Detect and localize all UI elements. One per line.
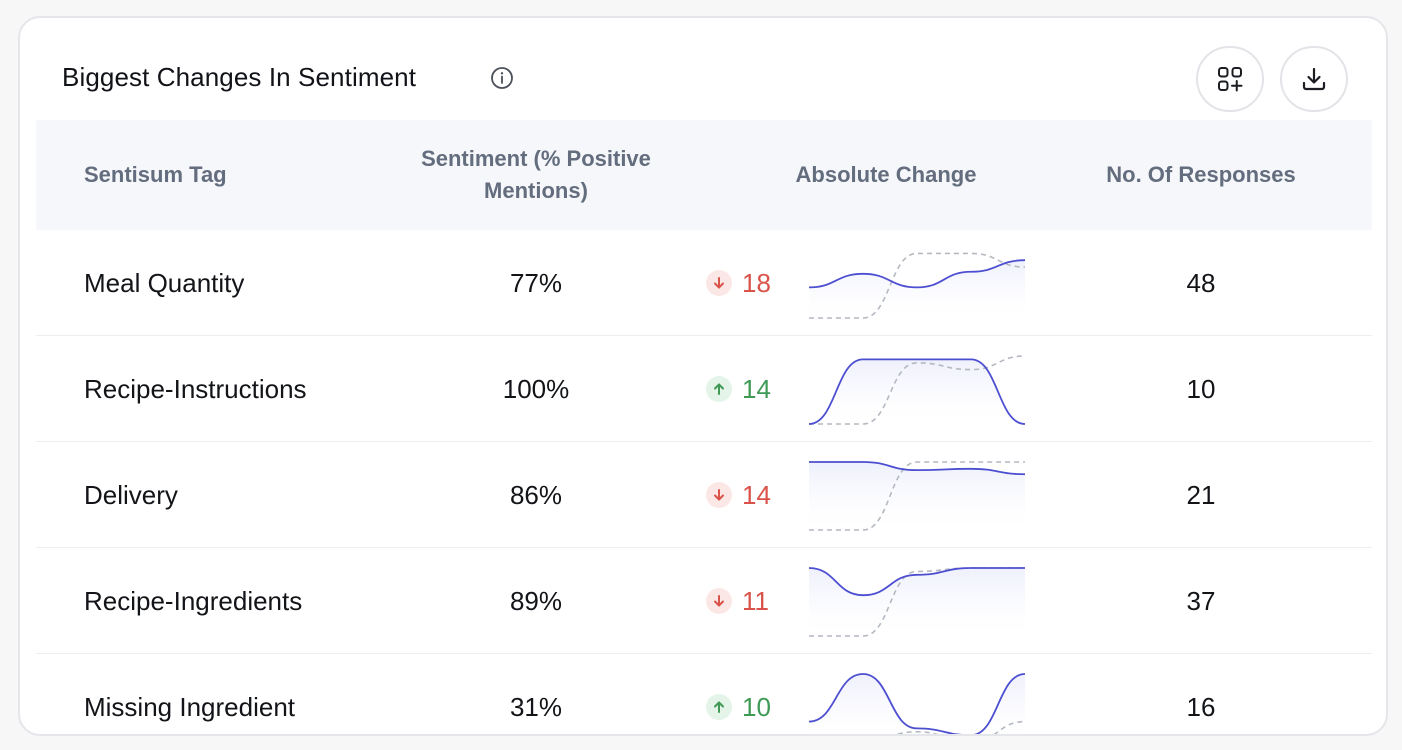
add-widget-icon xyxy=(1218,67,1243,92)
sparkline-current-period xyxy=(808,358,1026,425)
sentiment-value: 100% xyxy=(502,373,570,404)
sparkline-current-period xyxy=(808,259,1026,289)
column-header-sentiment[interactable]: Sentiment (% Positive Mentions) xyxy=(421,146,651,203)
sentiment-sparkline xyxy=(808,673,1026,734)
table-row[interactable]: Recipe-Instructions 100% 14 10 xyxy=(36,336,1372,442)
tag-name: Recipe-Ingredients xyxy=(84,585,303,616)
sentiment-sparkline xyxy=(809,461,1026,534)
sparkline-previous-period xyxy=(895,720,1026,734)
absolute-change: 18 xyxy=(706,230,796,336)
tag-name: Recipe-Instructions xyxy=(84,373,307,404)
sparkline-previous-period xyxy=(809,355,1026,425)
responses-count: 16 xyxy=(1186,691,1216,722)
arrow-down-icon xyxy=(706,270,732,296)
sparkline-previous-period xyxy=(809,461,1025,531)
table-row[interactable]: Delivery 86% 14 21 xyxy=(36,442,1372,548)
download-button[interactable] xyxy=(1280,46,1348,112)
table-row[interactable]: Missing Ingredient 31% 10 16 xyxy=(36,654,1372,734)
column-header-absolute-change[interactable]: Absolute Change xyxy=(795,162,977,187)
arrow-down-icon xyxy=(706,588,732,614)
card-header: Biggest Changes In Sentiment xyxy=(20,18,1386,120)
column-header-tag[interactable]: Sentisum Tag xyxy=(84,162,227,187)
sentiment-sparkline xyxy=(808,567,1025,640)
change-value: 14 xyxy=(742,373,771,404)
sentiment-value: 86% xyxy=(509,479,563,510)
download-icon xyxy=(1302,67,1326,91)
table-row[interactable]: Meal Quantity 77% 18 48 xyxy=(36,230,1372,336)
sparkline-area xyxy=(809,674,1025,734)
sparkline-area xyxy=(809,359,1025,428)
change-value: 18 xyxy=(742,267,771,298)
sparkline-area xyxy=(809,260,1025,322)
responses-count: 21 xyxy=(1186,479,1216,510)
sentiment-value: 31% xyxy=(509,691,563,722)
responses-count: 48 xyxy=(1186,267,1216,298)
card-title: Biggest Changes In Sentiment xyxy=(62,62,417,92)
sparkline-current-period xyxy=(808,567,1025,597)
table-row[interactable]: Recipe-Ingredients 89% 11 37 xyxy=(36,548,1372,654)
column-header-responses[interactable]: No. Of Responses xyxy=(1106,162,1296,187)
sparkline-area xyxy=(809,462,1025,534)
sparkline-previous-period xyxy=(809,252,1026,319)
sparkline-current-period xyxy=(809,461,1026,476)
responses-count: 10 xyxy=(1186,373,1216,404)
absolute-change: 14 xyxy=(706,442,796,548)
add-widget-button[interactable] xyxy=(1196,46,1264,112)
sentiment-sparkline xyxy=(808,355,1026,428)
sentiment-sparkline xyxy=(808,252,1026,322)
arrow-up-icon xyxy=(706,694,732,720)
sentiment-changes-card: Biggest Changes In Sentiment Sentisum xyxy=(18,16,1388,736)
change-value: 10 xyxy=(742,691,771,722)
sparkline-area xyxy=(809,568,1025,640)
responses-count: 37 xyxy=(1186,585,1216,616)
sentiment-value: 77% xyxy=(509,267,563,298)
info-icon[interactable] xyxy=(490,66,514,90)
change-value: 14 xyxy=(742,479,771,510)
tag-name: Meal Quantity xyxy=(84,267,245,298)
table-header: Sentisum Tag Sentiment (% Positive Menti… xyxy=(36,120,1372,230)
absolute-change: 14 xyxy=(706,336,796,442)
arrow-down-icon xyxy=(706,482,732,508)
arrow-up-icon xyxy=(706,376,732,402)
tag-name: Delivery xyxy=(84,479,178,510)
absolute-change: 10 xyxy=(706,654,796,734)
absolute-change: 11 xyxy=(706,548,796,654)
sparkline-current-period xyxy=(808,673,1026,734)
change-value: 11 xyxy=(742,585,769,616)
sentiment-value: 89% xyxy=(509,585,563,616)
tag-name: Missing Ingredient xyxy=(84,691,295,722)
